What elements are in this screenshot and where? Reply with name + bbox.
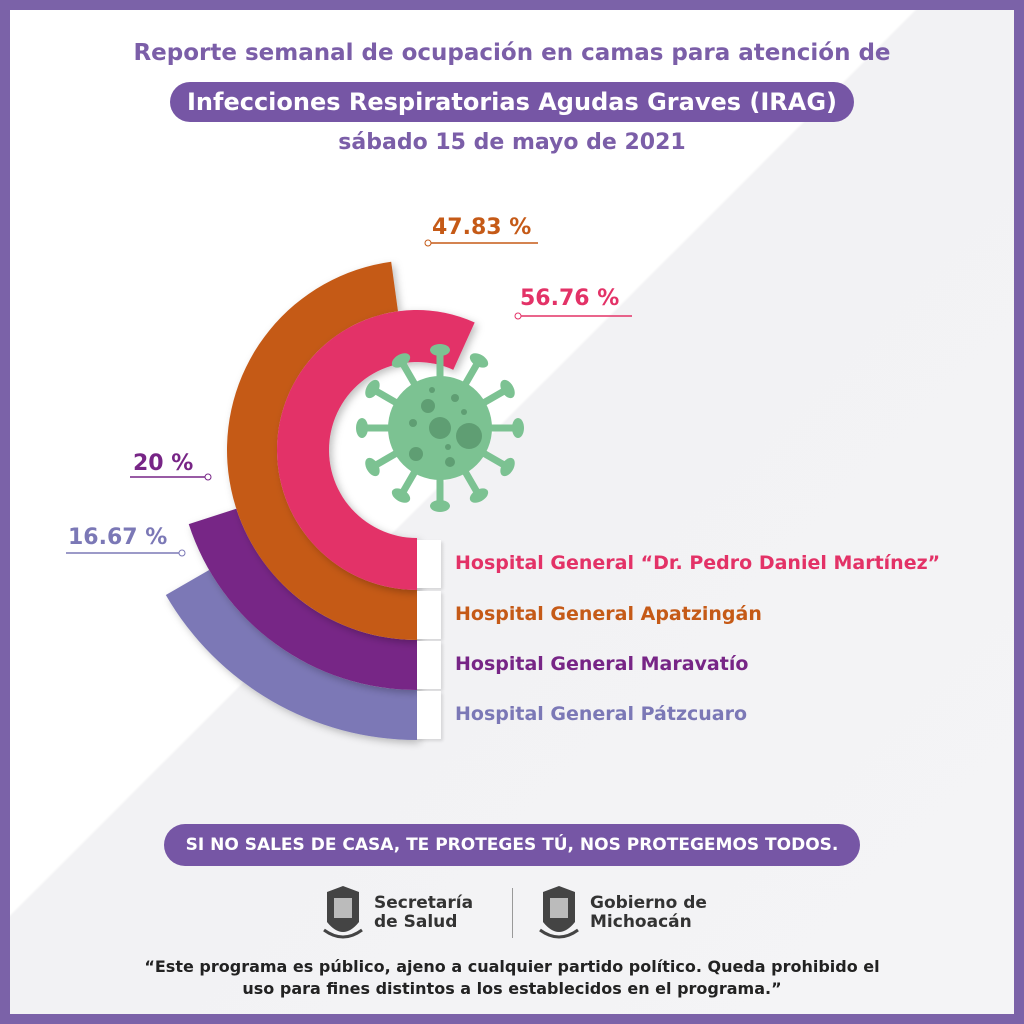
logo-divider <box>512 888 513 938</box>
leader-dot <box>204 473 212 481</box>
leader-dot <box>514 312 522 320</box>
radial-bar-1 <box>226 261 417 640</box>
value-label-pedro-daniel: 56.76 % <box>520 286 620 311</box>
legal-disclaimer: “Este programa es público, ajeno a cualq… <box>144 957 880 998</box>
virus-spike <box>365 448 401 477</box>
secretaria-de-salud-logo: Secretaría de Salud <box>322 884 473 942</box>
value-label-apatzingan: 47.83 % <box>432 215 532 240</box>
virus-spike <box>479 379 515 408</box>
virus-spike <box>460 467 489 503</box>
virus-spike <box>365 379 401 408</box>
leader-dot <box>424 239 432 247</box>
report-subject-pill: Infecciones Respiratorias Agudas Graves … <box>170 82 854 122</box>
virus-spike <box>391 467 420 503</box>
value-label-patzcuaro: 16.67 % <box>68 525 168 550</box>
coat-of-arms-icon <box>539 886 579 939</box>
virus-spike <box>430 344 450 380</box>
legend-item: Hospital General “Dr. Pedro Daniel Martí… <box>417 540 977 589</box>
value-label-maravatio: 20 % <box>133 451 194 476</box>
report-date: sábado 15 de mayo de 2021 <box>338 130 686 155</box>
virus-spike <box>488 418 524 438</box>
legend-item: Hospital General Maravatío <box>417 641 977 690</box>
radial-bar-2 <box>188 508 417 690</box>
radial-bar-3 <box>165 569 417 740</box>
virus-spike <box>460 353 489 389</box>
report-title: Reporte semanal de ocupación en camas pa… <box>133 40 891 66</box>
virus-spike <box>479 448 515 477</box>
virus-spike <box>356 418 392 438</box>
leader-dot <box>178 549 186 557</box>
legend-item: Hospital General Apatzingán <box>417 591 977 640</box>
gobierno-de-michoacan-logo: Gobierno de Michoacán <box>538 884 707 942</box>
coat-of-arms-icon <box>323 886 363 939</box>
virus-spike <box>391 353 420 389</box>
radial-bar-0 <box>277 310 475 590</box>
legend-item: Hospital General Pátzcuaro <box>417 691 977 740</box>
slogan-banner: SI NO SALES DE CASA, TE PROTEGES TÚ, NOS… <box>164 824 860 866</box>
virus-icon <box>356 344 524 512</box>
virus-spike <box>430 476 450 512</box>
